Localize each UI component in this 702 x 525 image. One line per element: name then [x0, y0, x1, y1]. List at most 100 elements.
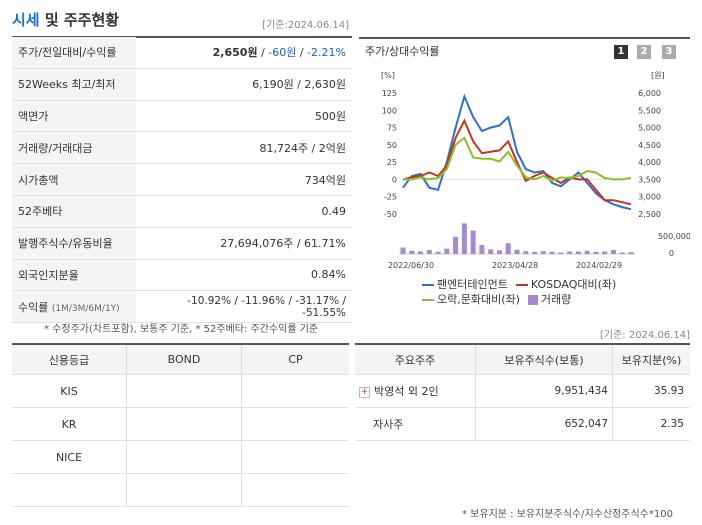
volume-bar — [567, 251, 573, 254]
left-tick-label: 50 — [387, 141, 397, 150]
chart-page-button-1[interactable]: 1 — [614, 45, 628, 59]
legend-box-icon — [527, 295, 538, 305]
page-title: 시세 및 주주현황 — [12, 11, 120, 29]
holder-pct-cell: 35.93 — [612, 374, 690, 408]
volume-zero-label: 0 — [669, 249, 674, 258]
volume-bar — [593, 251, 599, 254]
volume-bar — [523, 251, 529, 254]
holder-shares-cell: 9,951,434 — [475, 374, 613, 408]
legend-item: KOSDAQ대비(좌) — [515, 277, 616, 292]
series-line — [403, 136, 632, 182]
volume-bar — [409, 250, 415, 254]
table-row: 발행주식수/유동비율 27,694,076주 / 61.71% — [12, 227, 352, 260]
col-header: BOND — [126, 345, 242, 375]
cp-cell — [241, 440, 349, 474]
table-header-row: 주요주주 보유주식수(보통) 보유지분(%) — [355, 345, 690, 375]
right-tick-label: 3,000 — [638, 193, 661, 202]
volume-bar — [619, 252, 625, 254]
row-label: 발행주식수/유동비율 — [12, 227, 136, 260]
legend-line-icon — [422, 299, 434, 301]
volume-bar — [435, 251, 441, 254]
table-row: 수익률 (1M/3M/6M/1Y) -10.92% / -11.96% / -3… — [12, 290, 352, 324]
cp-cell — [241, 374, 349, 408]
row-value: 500원 — [136, 100, 352, 133]
volume-bar — [584, 250, 590, 254]
chart-legend: 팬엔터테인먼트 KOSDAQ대비(좌) 오락,문화대비(좌) 거래량 — [422, 277, 684, 307]
table-row: + 박영석 외 2인 9,951,434 35.93 — [355, 374, 690, 408]
agency-cell — [12, 473, 127, 507]
volume-bar — [549, 251, 555, 254]
right-tick-label: 4,500 — [638, 141, 661, 150]
volume-bar — [558, 252, 564, 254]
holder-shares-cell: 652,047 — [475, 407, 613, 441]
market-footnote: * 수정주가(차트포함), 보통주 기준, * 52주베타: 주간수익률 기준 — [44, 324, 319, 335]
stock-chart: [%] [원] 125 6,000 100 5,500 75 5,000 50 4,500 25… — [381, 71, 690, 270]
market-info-table: 주가/전일대비/수익률 2,650원 / -60원 / -2.21% 52Wee… — [12, 37, 352, 324]
row-value: 6,190원 / 2,630원 — [136, 68, 352, 101]
cp-cell — [241, 473, 349, 507]
row-value: 27,694,076주 / 61.71% — [136, 227, 352, 260]
row-value: -10.92% / -11.96% / -31.17% / -51.55% — [136, 290, 352, 324]
row-value: 81,724주 / 2억원 — [136, 131, 352, 165]
col-header: CP — [241, 345, 349, 375]
holder-pct-cell: 2.35 — [612, 407, 690, 441]
row-value: 0.49 — [136, 195, 352, 228]
volume-bar — [453, 236, 459, 254]
volume-bar — [418, 251, 424, 254]
legend-item: 오락,문화대비(좌) — [422, 292, 520, 307]
right-axis-unit: [원] — [651, 71, 665, 80]
table-row: KR — [12, 407, 349, 441]
left-tick-label: 125 — [382, 89, 397, 98]
holder-name-cell[interactable]: + 박영석 외 2인 — [355, 374, 476, 408]
col-header: 보유주식수(보통) — [475, 345, 613, 375]
bond-cell — [126, 374, 242, 408]
volume-bar — [540, 251, 546, 254]
volume-bar — [444, 248, 450, 254]
legend-line-icon — [422, 284, 434, 286]
volume-bar — [461, 223, 467, 254]
table-top-border — [355, 343, 690, 345]
cp-cell — [241, 407, 349, 441]
left-tick-label: -50 — [384, 210, 397, 219]
right-tick-label: 5,500 — [638, 106, 661, 115]
chart-page-button-2[interactable]: 2 — [637, 45, 651, 59]
left-tick-label: 75 — [387, 124, 397, 133]
row-label: 액면가 — [12, 100, 136, 133]
table-row: 거래량/거래대금 81,724주 / 2억원 — [12, 131, 352, 165]
left-tick-label: 0 — [392, 175, 397, 184]
col-header: 보유지분(%) — [612, 345, 690, 375]
bond-cell — [126, 407, 242, 441]
table-row: NICE — [12, 440, 349, 474]
volume-tick-label: 500,000 — [658, 232, 690, 241]
x-tick-label: 2023/04/28 — [492, 261, 538, 270]
agency-cell: NICE — [12, 440, 127, 474]
right-tick-label: 3,500 — [638, 175, 661, 184]
volume-bar — [400, 247, 406, 254]
table-row: 외국인지분율 0.84% — [12, 259, 352, 292]
table-header-row: 신용등급 BOND CP — [12, 345, 349, 375]
legend-item: 팬엔터테인먼트 — [422, 277, 508, 292]
expand-plus-icon[interactable]: + — [359, 386, 370, 398]
series-line — [402, 118, 632, 206]
volume-bar — [479, 245, 485, 254]
bond-cell — [126, 440, 242, 474]
row-label: 외국인지분율 — [12, 259, 136, 292]
shareholders-table: 주요주주 보유주식수(보통) 보유지분(%) + 박영석 외 2인 9,951,4… — [355, 345, 690, 441]
volume-bar — [610, 250, 616, 254]
chart-page-button-3[interactable]: 3 — [662, 45, 676, 59]
table-top-border — [12, 343, 349, 345]
right-tick-label: 4,000 — [638, 158, 661, 167]
volume-bar — [628, 252, 634, 254]
volume-bar — [488, 249, 494, 254]
left-tick-label: 100 — [382, 106, 397, 115]
volume-bar — [426, 250, 432, 254]
volume-bar — [470, 230, 476, 254]
series-line — [402, 93, 632, 211]
col-header: 신용등급 — [12, 345, 127, 375]
right-tick-label: 6,000 — [638, 89, 661, 98]
x-tick-label: 2022/06/30 — [388, 261, 434, 270]
volume-bar — [514, 249, 520, 254]
table-row: 주가/전일대비/수익률 2,650원 / -60원 / -2.21% — [12, 37, 352, 69]
holder-name-cell: 자사주 — [355, 407, 476, 441]
row-label: 수익률 (1M/3M/6M/1Y) — [12, 290, 136, 324]
